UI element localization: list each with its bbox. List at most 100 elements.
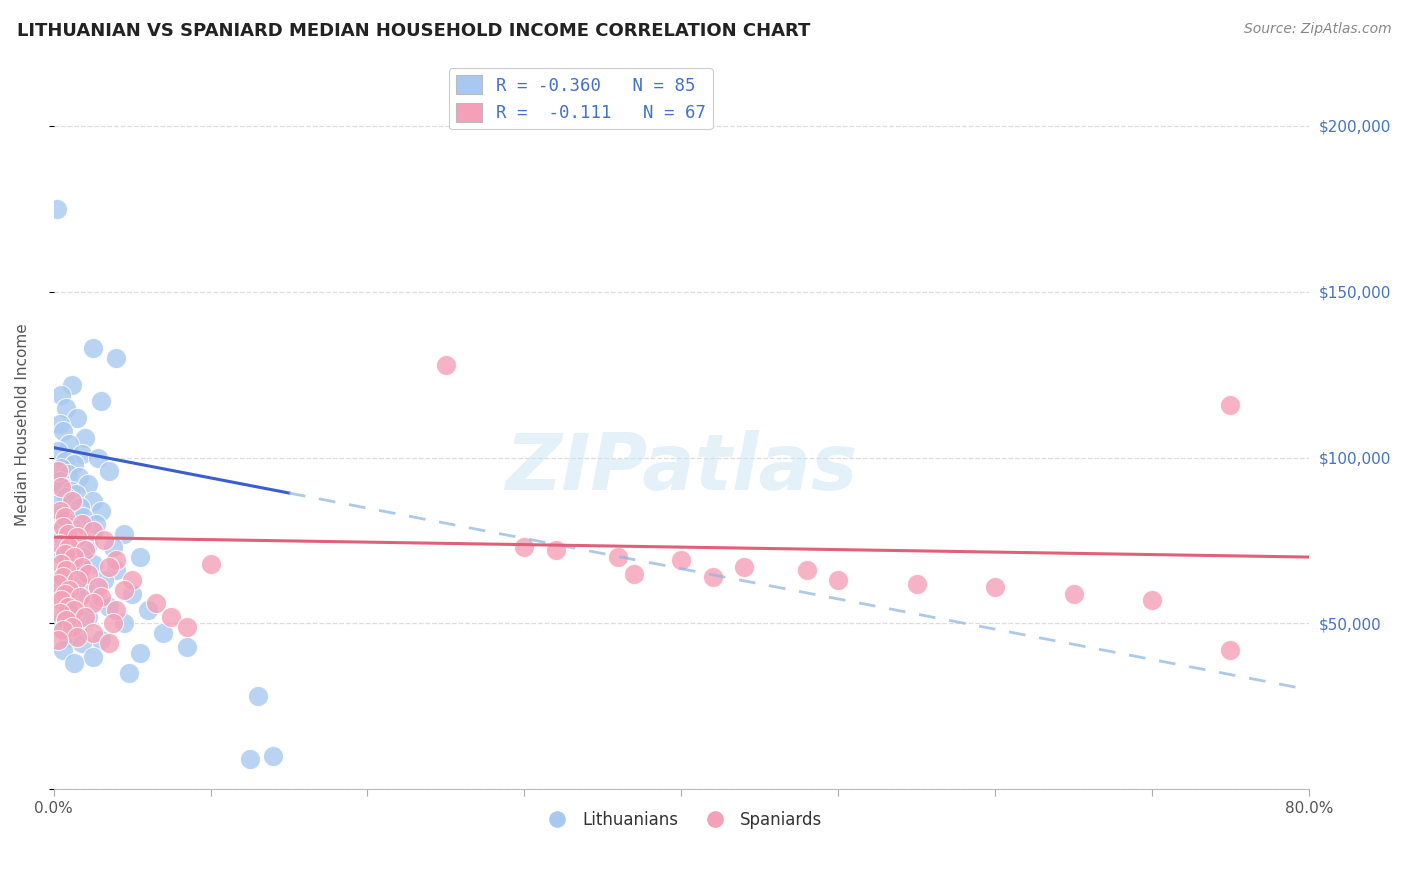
Point: [90, 590, 112, 604]
Point: [200, 557, 222, 571]
Point: [58, 583, 80, 598]
Point: [86, 450, 108, 465]
Point: [733, 560, 755, 574]
Point: [84, 516, 107, 531]
Point: [63, 656, 86, 670]
Point: [58, 437, 80, 451]
Point: [103, 616, 125, 631]
Point: [73, 543, 96, 558]
Point: [65, 586, 87, 600]
Point: [53, 514, 76, 528]
Point: [70, 560, 93, 574]
Point: [513, 540, 536, 554]
Y-axis label: Median Household Income: Median Household Income: [15, 323, 30, 525]
Point: [49, 474, 72, 488]
Point: [77, 477, 100, 491]
Point: [53, 586, 76, 600]
Point: [1140, 593, 1163, 607]
Point: [118, 666, 141, 681]
Point: [67, 470, 90, 484]
Point: [69, 500, 91, 515]
Point: [49, 417, 72, 432]
Point: [58, 597, 80, 611]
Point: [70, 447, 93, 461]
Point: [97, 599, 120, 614]
Point: [55, 613, 77, 627]
Point: [53, 454, 76, 468]
Point: [82, 649, 104, 664]
Point: [52, 480, 75, 494]
Point: [51, 480, 73, 494]
Point: [434, 358, 457, 372]
Point: [63, 550, 86, 565]
Point: [56, 526, 79, 541]
Point: [86, 593, 108, 607]
Point: [82, 557, 104, 571]
Text: ZIPatlas: ZIPatlas: [505, 430, 858, 506]
Point: [152, 626, 174, 640]
Point: [46, 444, 69, 458]
Point: [52, 424, 75, 438]
Point: [52, 570, 75, 584]
Point: [53, 583, 76, 598]
Point: [56, 467, 79, 482]
Point: [1219, 397, 1241, 411]
Point: [55, 563, 77, 577]
Point: [52, 530, 75, 544]
Point: [671, 553, 693, 567]
Point: [46, 464, 69, 478]
Legend: Lithuanians, Spaniards: Lithuanians, Spaniards: [534, 805, 828, 836]
Point: [46, 576, 69, 591]
Point: [59, 483, 82, 498]
Point: [105, 563, 128, 577]
Point: [544, 543, 567, 558]
Point: [105, 351, 128, 365]
Point: [73, 580, 96, 594]
Text: Source: ZipAtlas.com: Source: ZipAtlas.com: [1244, 22, 1392, 37]
Point: [55, 491, 77, 505]
Point: [160, 609, 183, 624]
Point: [82, 524, 104, 538]
Point: [121, 586, 143, 600]
Point: [112, 526, 135, 541]
Point: [56, 599, 79, 614]
Point: [62, 620, 84, 634]
Point: [51, 593, 73, 607]
Point: [796, 563, 818, 577]
Point: [105, 603, 128, 617]
Point: [90, 503, 112, 517]
Point: [70, 550, 93, 565]
Point: [51, 507, 73, 521]
Point: [607, 550, 630, 565]
Point: [905, 576, 928, 591]
Point: [105, 553, 128, 567]
Point: [136, 603, 159, 617]
Point: [46, 590, 69, 604]
Point: [129, 550, 152, 565]
Point: [51, 557, 73, 571]
Point: [53, 510, 76, 524]
Point: [121, 574, 143, 588]
Point: [52, 623, 75, 637]
Point: [62, 377, 84, 392]
Point: [49, 576, 72, 591]
Point: [176, 620, 198, 634]
Point: [239, 752, 262, 766]
Point: [77, 609, 100, 624]
Point: [56, 553, 79, 567]
Point: [827, 574, 849, 588]
Point: [59, 560, 82, 574]
Point: [129, 646, 152, 660]
Point: [66, 623, 89, 637]
Point: [66, 410, 89, 425]
Point: [97, 636, 120, 650]
Point: [63, 603, 86, 617]
Point: [112, 583, 135, 598]
Point: [176, 640, 198, 654]
Point: [86, 580, 108, 594]
Point: [69, 590, 91, 604]
Point: [623, 566, 645, 581]
Point: [45, 202, 67, 216]
Point: [97, 464, 120, 478]
Point: [46, 632, 69, 647]
